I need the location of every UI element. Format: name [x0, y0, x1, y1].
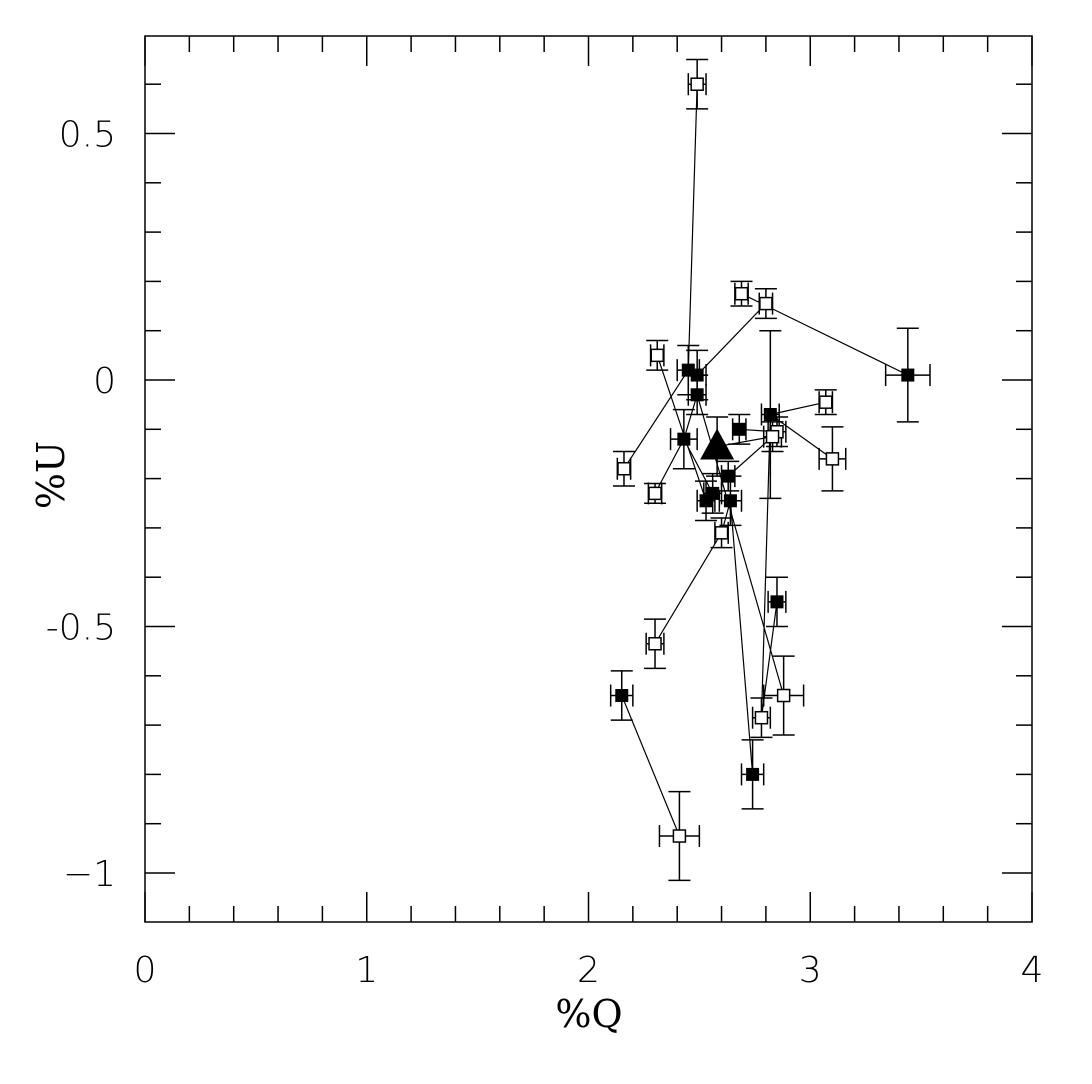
filled-square-marker: [690, 388, 704, 402]
axis-ticks: [144, 36, 1033, 922]
y-axis-title: %U: [29, 441, 73, 509]
y-tick-label: 0.5: [59, 115, 116, 156]
x-tick-label: 1: [355, 950, 378, 991]
filled-square-marker: [770, 595, 784, 609]
open-square-marker: [690, 77, 704, 91]
filled-square-marker: [746, 767, 760, 781]
connection-line: [621, 695, 680, 837]
open-square-marker: [650, 348, 664, 363]
open-square-marker: [672, 829, 687, 843]
filled-square-marker: [690, 368, 704, 382]
open-square-marker: [648, 486, 662, 501]
x-tick-label: 3: [799, 950, 822, 991]
open-square-marker: [759, 296, 773, 311]
x-tick-label: 2: [577, 950, 600, 991]
filled-square-marker: [677, 432, 691, 446]
open-square-marker: [617, 461, 631, 476]
x-tick-label: 4: [1021, 950, 1044, 991]
open-square-marker: [765, 429, 780, 444]
plot-frame: [144, 35, 1033, 923]
connection-line: [696, 303, 767, 376]
filled-square-marker: [763, 408, 777, 422]
connection-line: [654, 532, 723, 645]
connection-line: [623, 369, 689, 470]
y-tick-label: -0.5: [46, 608, 116, 649]
open-square-marker: [819, 395, 833, 409]
open-square-marker: [754, 710, 769, 725]
x-axis-title: %Q: [555, 992, 622, 1036]
filled-square-marker: [721, 469, 735, 483]
triangle-marker: [700, 428, 735, 460]
y-tick-label: −1: [63, 854, 116, 895]
open-square-marker: [648, 637, 662, 651]
open-square-marker: [776, 688, 791, 703]
connection-line: [683, 438, 714, 494]
connection-line: [687, 84, 698, 371]
open-square-marker: [734, 286, 749, 301]
connection-line: [683, 394, 698, 440]
filled-square-marker: [615, 689, 629, 703]
open-square-marker: [714, 526, 729, 540]
data-markers: [615, 77, 915, 843]
axis-tick-labels: 0 1 2 3 4 −1 -0.5 0 0.5: [46, 115, 1044, 992]
connection-line: [656, 355, 707, 501]
filled-square-marker: [706, 486, 720, 500]
filled-square-marker: [723, 494, 737, 508]
connection-line: [654, 438, 685, 494]
open-square-marker: [825, 452, 840, 466]
connection-line: [729, 500, 754, 775]
y-tick-label: 0: [93, 361, 116, 402]
x-tick-label: 0: [134, 950, 157, 991]
filled-square-marker: [901, 368, 915, 382]
error-bars: [609, 58, 931, 882]
filled-square-marker: [732, 422, 746, 436]
connection-line: [760, 414, 771, 718]
